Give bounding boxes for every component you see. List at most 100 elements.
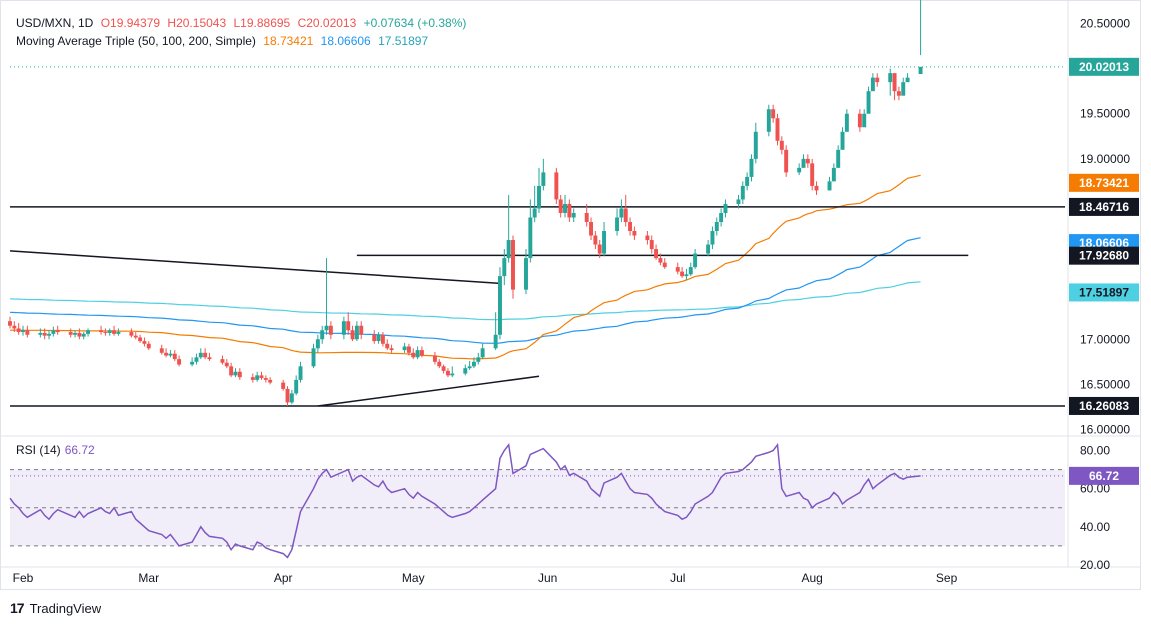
candle-body bbox=[471, 361, 476, 367]
candle-body bbox=[753, 131, 758, 159]
candle-body bbox=[662, 262, 667, 268]
time-tick-label: Jun bbox=[538, 571, 557, 585]
price-tick-label: 17.00000 bbox=[1080, 332, 1130, 346]
candle-body bbox=[224, 362, 229, 367]
candle-body bbox=[857, 113, 862, 128]
candle-body bbox=[745, 176, 750, 186]
candle-body bbox=[888, 73, 893, 83]
rsi-tick-label: 60.00 bbox=[1080, 482, 1110, 496]
candle-body bbox=[658, 258, 663, 263]
candle-body bbox=[268, 379, 273, 383]
candle-body bbox=[892, 73, 897, 92]
candle-body bbox=[602, 231, 607, 254]
candle-body bbox=[168, 353, 173, 356]
candle-body bbox=[207, 357, 212, 360]
price-tick-label: 16.00000 bbox=[1080, 422, 1130, 436]
ma200-value: 17.51897 bbox=[378, 34, 429, 48]
candle-body bbox=[805, 158, 810, 164]
candle-body bbox=[862, 113, 867, 128]
candle-body bbox=[129, 332, 134, 336]
candle-body bbox=[450, 373, 455, 376]
candle-body bbox=[749, 158, 754, 177]
ohlc-row: USD/MXN, 1D O19.94379 H20.15043 L19.8869… bbox=[16, 14, 470, 32]
candle-body bbox=[797, 167, 802, 173]
candle-body bbox=[250, 377, 255, 380]
price-axis-badge-label: 18.73421 bbox=[1079, 176, 1129, 190]
candle-body bbox=[649, 240, 654, 250]
candle-body bbox=[77, 332, 82, 337]
candle-body bbox=[380, 334, 385, 344]
candle-body bbox=[554, 172, 559, 200]
candle-body bbox=[779, 140, 784, 150]
price-axis-badge-label: 17.51897 bbox=[1079, 285, 1129, 299]
price-axis-badge bbox=[1069, 246, 1139, 265]
candle-body bbox=[203, 352, 208, 358]
candle-body bbox=[51, 330, 56, 334]
rsi-title[interactable]: RSI (14) bbox=[16, 443, 61, 457]
candle-body bbox=[866, 91, 871, 114]
ma200-line bbox=[9, 281, 921, 321]
candle-body bbox=[12, 325, 17, 329]
candle-body bbox=[654, 249, 659, 259]
low-value: L19.88695 bbox=[233, 16, 291, 30]
candle-body bbox=[619, 208, 624, 218]
candle-body bbox=[320, 330, 325, 340]
candle-body bbox=[814, 185, 819, 191]
time-tick-label: Jul bbox=[670, 571, 685, 585]
price-axis-badge bbox=[1069, 197, 1139, 216]
price-axis-badge bbox=[1069, 283, 1139, 302]
candle-body bbox=[801, 158, 806, 168]
candle-body bbox=[328, 325, 333, 335]
price-tick-label: 20.50000 bbox=[1080, 17, 1130, 31]
candle-body bbox=[563, 203, 567, 213]
price-chart[interactable]: 20.50000 19.50000 19.00000 17.00000 16.50000… bbox=[0, 0, 1141, 590]
candle-body bbox=[615, 217, 620, 232]
high-value: H20.15043 bbox=[167, 16, 227, 30]
price-axis-badge-label: 17.92680 bbox=[1079, 249, 1129, 263]
candle-body bbox=[502, 258, 507, 277]
candle-body bbox=[498, 276, 502, 335]
open-value: O19.94379 bbox=[100, 16, 161, 30]
candle-body bbox=[441, 366, 446, 371]
candle-body bbox=[567, 203, 572, 218]
candle-body bbox=[406, 346, 411, 353]
rsi-tick-label: 40.00 bbox=[1080, 520, 1110, 534]
candle-body bbox=[593, 235, 598, 245]
candle-body bbox=[571, 212, 576, 218]
candle-body bbox=[138, 337, 143, 342]
candle-body bbox=[415, 350, 420, 358]
candle-body bbox=[107, 330, 112, 333]
candle-body bbox=[511, 240, 515, 290]
candle-body bbox=[706, 244, 711, 254]
brand[interactable]: 17 TradingView bbox=[10, 600, 101, 616]
candle-body bbox=[766, 109, 771, 132]
tradingview-logo-icon: 17 bbox=[10, 600, 25, 616]
ma50-line bbox=[9, 174, 921, 360]
candle-body bbox=[298, 366, 303, 380]
chart-frame bbox=[0, 0, 1141, 590]
candle-body bbox=[693, 253, 698, 268]
candle-body bbox=[255, 375, 260, 380]
candle-body bbox=[341, 321, 346, 335]
chart-legend: USD/MXN, 1D O19.94379 H20.15043 L19.8869… bbox=[16, 14, 470, 50]
close-value: C20.02013 bbox=[297, 16, 357, 30]
change-value: +0.07634 (+0.38%) bbox=[363, 16, 467, 30]
candle-body bbox=[918, 66, 923, 75]
trend-line bbox=[317, 375, 540, 407]
candle-body bbox=[389, 348, 394, 351]
candle-body bbox=[177, 359, 182, 365]
ma-indicator-title[interactable]: Moving Average Triple (50, 100, 200, Sim… bbox=[16, 34, 256, 48]
candle-body bbox=[480, 348, 485, 358]
candle-body bbox=[688, 267, 693, 275]
candle-body bbox=[623, 208, 628, 222]
symbol-label[interactable]: USD/MXN, 1D bbox=[16, 16, 94, 30]
candle-body bbox=[263, 378, 268, 380]
candle-body bbox=[528, 217, 533, 259]
candle-body bbox=[467, 366, 472, 369]
candle-body bbox=[285, 388, 290, 403]
candle-body bbox=[710, 231, 715, 245]
candle-body bbox=[233, 371, 238, 376]
rsi-value: 66.72 bbox=[64, 443, 95, 457]
candle-body bbox=[116, 332, 121, 334]
rsi-tick-label: 20.00 bbox=[1080, 558, 1110, 572]
